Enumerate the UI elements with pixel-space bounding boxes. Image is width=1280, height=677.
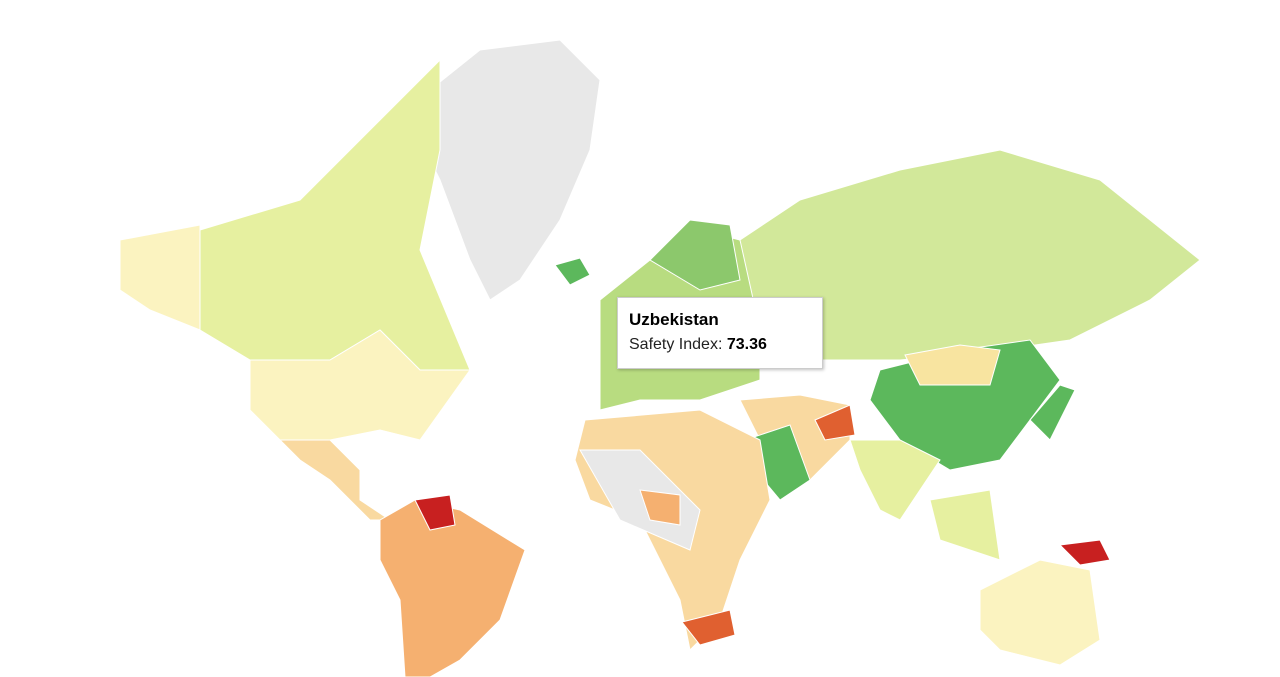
central-africa[interactable] <box>579 449 701 551</box>
india[interactable] <box>849 439 941 521</box>
venezuela[interactable] <box>414 494 456 531</box>
nigeria[interactable] <box>639 489 681 526</box>
iceland[interactable] <box>554 257 591 286</box>
south-america[interactable] <box>379 499 526 677</box>
tooltip-label: Safety Index: <box>629 336 723 353</box>
southeast-asia[interactable] <box>929 489 1001 561</box>
mexico[interactable] <box>278 439 392 521</box>
tooltip: Uzbekistan Safety Index: 73.36 <box>617 297 823 369</box>
scandinavia[interactable] <box>649 219 741 291</box>
mongolia[interactable] <box>904 344 1001 386</box>
south-africa[interactable] <box>681 609 736 646</box>
alaska[interactable] <box>119 224 201 331</box>
united-states[interactable] <box>249 329 471 441</box>
tooltip-row: Safety Index: 73.36 <box>629 332 811 358</box>
papua-new-guinea[interactable] <box>1058 539 1111 566</box>
canada[interactable] <box>199 58 471 371</box>
tooltip-title: Uzbekistan <box>629 310 719 329</box>
tooltip-value: 73.36 <box>726 336 767 353</box>
afghanistan[interactable] <box>814 404 856 441</box>
japan[interactable] <box>1029 384 1076 441</box>
australia[interactable] <box>979 559 1101 666</box>
